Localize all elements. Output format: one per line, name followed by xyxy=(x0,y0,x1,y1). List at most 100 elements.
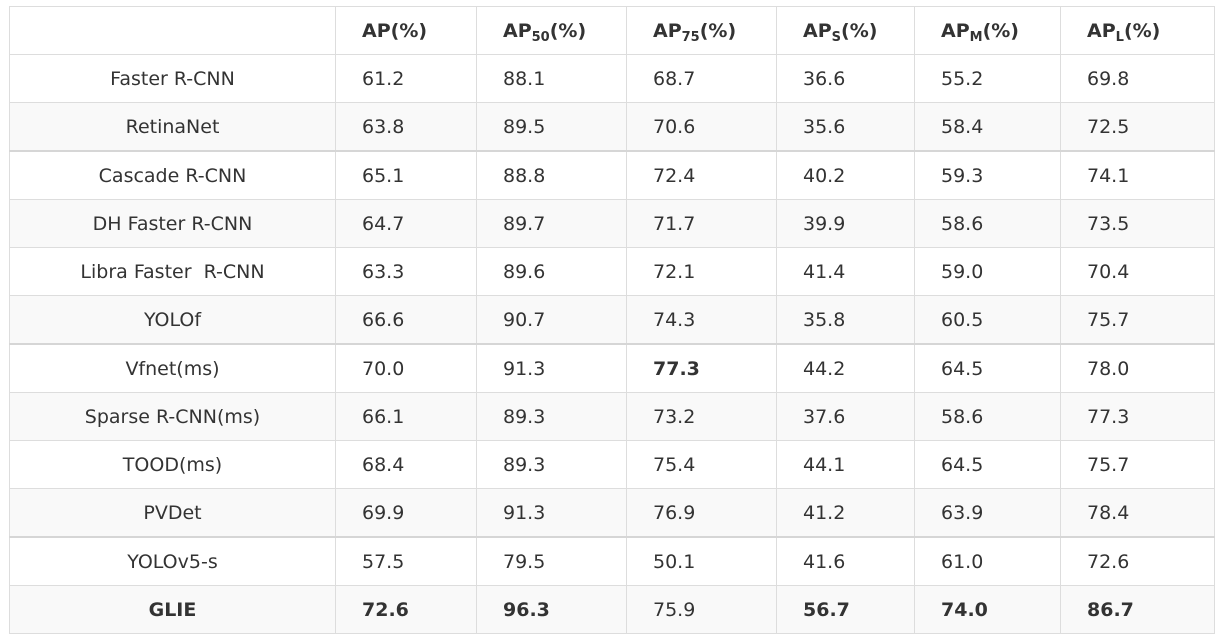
value-cell-best: 86.7 xyxy=(1060,585,1215,634)
value-cell: 72.4 xyxy=(626,150,777,200)
value-cell: 78.4 xyxy=(1060,488,1215,538)
value-cell: 91.3 xyxy=(476,343,627,393)
value-cell: 58.4 xyxy=(914,102,1061,152)
value-cell: 44.2 xyxy=(776,343,915,393)
value-cell-best: 72.6 xyxy=(335,585,477,634)
value-cell: 41.2 xyxy=(776,488,915,538)
table-row: RetinaNet 63.8 89.5 70.6 35.6 58.4 72.5 xyxy=(9,102,1215,152)
method-cell: Cascade R-CNN xyxy=(9,150,336,200)
value-cell: 63.9 xyxy=(914,488,1061,538)
value-cell: 41.6 xyxy=(776,536,915,586)
method-cell: DH Faster R-CNN xyxy=(9,199,336,248)
method-cell: Faster R-CNN xyxy=(9,54,336,103)
value-cell: 75.7 xyxy=(1060,295,1215,345)
value-cell: 61.0 xyxy=(914,536,1061,586)
header-row: AP(%) AP50(%) AP75(%) APS(%) APM(%) APL(… xyxy=(9,6,1215,55)
header-ap75: AP75(%) xyxy=(626,6,777,55)
value-cell: 66.6 xyxy=(335,295,477,345)
method-cell: PVDet xyxy=(9,488,336,538)
method-cell: RetinaNet xyxy=(9,102,336,152)
value-cell: 88.8 xyxy=(476,150,627,200)
value-cell: 60.5 xyxy=(914,295,1061,345)
header-aps: APS(%) xyxy=(776,6,915,55)
value-cell: 64.7 xyxy=(335,199,477,248)
value-cell: 89.7 xyxy=(476,199,627,248)
value-cell: 89.5 xyxy=(476,102,627,152)
value-cell: 70.0 xyxy=(335,343,477,393)
header-blank-cell xyxy=(9,6,336,55)
value-cell: 63.8 xyxy=(335,102,477,152)
value-cell: 63.3 xyxy=(335,247,477,296)
value-cell: 89.3 xyxy=(476,392,627,441)
value-cell: 44.1 xyxy=(776,440,915,489)
value-cell: 72.6 xyxy=(1060,536,1215,586)
table-row: TOOD(ms) 68.4 89.3 75.4 44.1 64.5 75.7 xyxy=(9,440,1215,489)
method-cell: Sparse R-CNN(ms) xyxy=(9,392,336,441)
value-cell: 78.0 xyxy=(1060,343,1215,393)
value-cell: 89.3 xyxy=(476,440,627,489)
value-cell: 59.0 xyxy=(914,247,1061,296)
value-cell: 75.4 xyxy=(626,440,777,489)
table-row: Vfnet(ms) 70.0 91.3 77.3 44.2 64.5 78.0 xyxy=(9,343,1215,393)
value-cell: 40.2 xyxy=(776,150,915,200)
value-cell: 71.7 xyxy=(626,199,777,248)
results-table: AP(%) AP50(%) AP75(%) APS(%) APM(%) APL(… xyxy=(9,6,1215,634)
value-cell-best: 77.3 xyxy=(626,343,777,393)
table-row: PVDet 69.9 91.3 76.9 41.2 63.9 78.4 xyxy=(9,488,1215,538)
value-cell: 73.2 xyxy=(626,392,777,441)
value-cell: 58.6 xyxy=(914,199,1061,248)
results-table-container: AP(%) AP50(%) AP75(%) APS(%) APM(%) APL(… xyxy=(9,6,1215,634)
method-cell: Libra Faster R-CNN xyxy=(9,247,336,296)
value-cell: 77.3 xyxy=(1060,392,1215,441)
value-cell: 50.1 xyxy=(626,536,777,586)
value-cell: 75.7 xyxy=(1060,440,1215,489)
header-apm: APM(%) xyxy=(914,6,1061,55)
value-cell: 59.3 xyxy=(914,150,1061,200)
value-cell: 66.1 xyxy=(335,392,477,441)
value-cell: 91.3 xyxy=(476,488,627,538)
value-cell: 39.9 xyxy=(776,199,915,248)
method-cell: YOLOf xyxy=(9,295,336,345)
value-cell: 70.6 xyxy=(626,102,777,152)
table-row: Libra Faster R-CNN 63.3 89.6 72.1 41.4 5… xyxy=(9,247,1215,296)
table-row: Faster R-CNN 61.2 88.1 68.7 36.6 55.2 69… xyxy=(9,54,1215,103)
table-row: DH Faster R-CNN 64.7 89.7 71.7 39.9 58.6… xyxy=(9,199,1215,248)
value-cell: 65.1 xyxy=(335,150,477,200)
value-cell-best: 96.3 xyxy=(476,585,627,634)
table-row: YOLOv5-s 57.5 79.5 50.1 41.6 61.0 72.6 xyxy=(9,536,1215,586)
header-ap: AP(%) xyxy=(335,6,477,55)
value-cell: 37.6 xyxy=(776,392,915,441)
method-cell-ours: GLIE xyxy=(9,585,336,634)
value-cell: 76.9 xyxy=(626,488,777,538)
value-cell: 36.6 xyxy=(776,54,915,103)
value-cell: 55.2 xyxy=(914,54,1061,103)
value-cell: 64.5 xyxy=(914,440,1061,489)
value-cell: 68.4 xyxy=(335,440,477,489)
table-row: Cascade R-CNN 65.1 88.8 72.4 40.2 59.3 7… xyxy=(9,150,1215,200)
value-cell: 68.7 xyxy=(626,54,777,103)
value-cell: 75.9 xyxy=(626,585,777,634)
table-row: GLIE 72.6 96.3 75.9 56.7 74.0 86.7 xyxy=(9,585,1215,634)
value-cell: 90.7 xyxy=(476,295,627,345)
value-cell: 58.6 xyxy=(914,392,1061,441)
value-cell: 41.4 xyxy=(776,247,915,296)
header-apl: APL(%) xyxy=(1060,6,1215,55)
header-ap50: AP50(%) xyxy=(476,6,627,55)
value-cell: 61.2 xyxy=(335,54,477,103)
value-cell: 35.8 xyxy=(776,295,915,345)
table-row: Sparse R-CNN(ms) 66.1 89.3 73.2 37.6 58.… xyxy=(9,392,1215,441)
value-cell-best: 74.0 xyxy=(914,585,1061,634)
value-cell: 69.9 xyxy=(335,488,477,538)
value-cell: 89.6 xyxy=(476,247,627,296)
value-cell: 72.1 xyxy=(626,247,777,296)
value-cell-best: 56.7 xyxy=(776,585,915,634)
method-cell: YOLOv5-s xyxy=(9,536,336,586)
value-cell: 69.8 xyxy=(1060,54,1215,103)
value-cell: 70.4 xyxy=(1060,247,1215,296)
value-cell: 72.5 xyxy=(1060,102,1215,152)
value-cell: 73.5 xyxy=(1060,199,1215,248)
method-cell: Vfnet(ms) xyxy=(9,343,336,393)
value-cell: 35.6 xyxy=(776,102,915,152)
value-cell: 74.3 xyxy=(626,295,777,345)
value-cell: 64.5 xyxy=(914,343,1061,393)
